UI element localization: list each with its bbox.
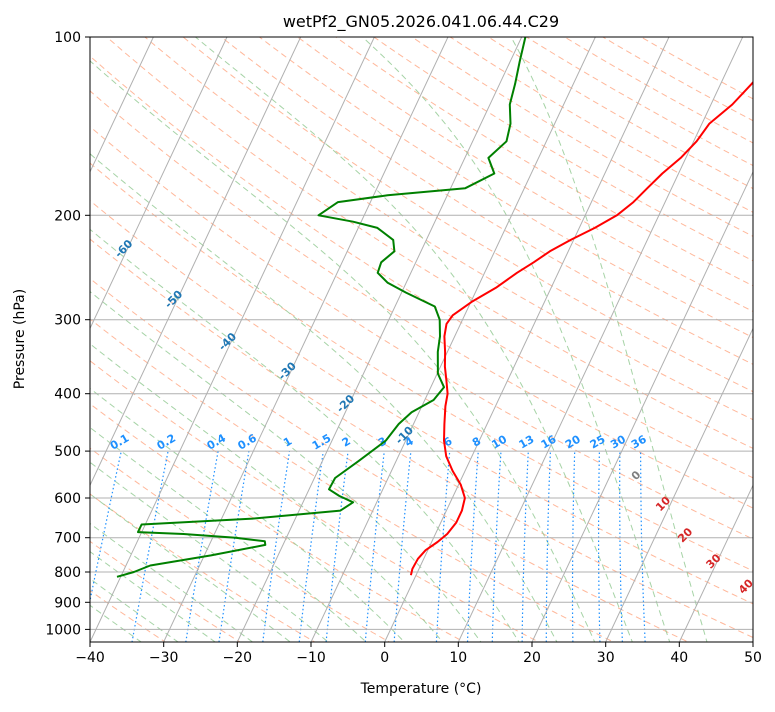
x-tick-label: 0: [380, 650, 389, 666]
mixing-ratio-label: 25: [588, 433, 608, 452]
moist-adiabat-line: [0, 24, 305, 654]
moist-adiabat-label: -40: [216, 330, 239, 353]
x-tick-label: 30: [597, 650, 615, 666]
mixing-ratio-line: [641, 451, 646, 654]
isotherm-line: [158, 24, 454, 654]
y-tick-label: 900: [54, 595, 81, 611]
isotherm-line: [11, 24, 307, 654]
y-tick-label: 200: [54, 208, 81, 224]
mixing-ratio-line: [620, 451, 623, 654]
y-tick-label: 800: [54, 565, 81, 581]
plot-area: 0.10.20.40.611.52346810131620253036-100-…: [0, 24, 775, 654]
isotherm-line: [0, 24, 12, 654]
dry-adiabats: [0, 24, 775, 654]
dry-adiabat-line: [618, 24, 775, 654]
mixing-ratio-line: [393, 451, 411, 654]
mixing-ratio-label: 13: [517, 433, 537, 452]
moist-adiabat-line: [180, 24, 637, 654]
dry-adiabat-line: [167, 24, 775, 654]
chart-title: wetPf2_GN05.2026.041.06.44.C29: [283, 12, 559, 32]
moist-adiabat-line: [0, 24, 563, 654]
mixing-ratio-line: [467, 451, 478, 654]
y-tick-label: 700: [54, 531, 81, 547]
x-tick-label: −40: [75, 650, 105, 666]
moist-adiabat-line: [503, 24, 710, 654]
isotherm-line: [0, 24, 233, 654]
dry-adiabat-label: 0: [629, 468, 644, 483]
sounding-profiles: [117, 37, 775, 577]
isotherm-line: [379, 24, 675, 654]
mixing-ratio-label: 1: [281, 435, 294, 450]
x-tick-label: 10: [449, 650, 467, 666]
dry-adiabat-line: [92, 24, 775, 654]
x-tick-label: 20: [523, 650, 541, 666]
dry-adiabat-label: 10: [653, 494, 673, 514]
mixing-ratio-line: [364, 451, 384, 654]
mixing-ratio-line: [436, 451, 450, 654]
dry-adiabat-line: [506, 24, 775, 654]
mixing-ratio-label: 10: [489, 432, 509, 451]
x-tick-label: −30: [149, 650, 179, 666]
moist-adiabat-line: [49, 24, 600, 654]
mixing-ratio-label: 0.2: [155, 432, 178, 453]
y-tick-label: 100: [54, 30, 81, 46]
dry-adiabat-line: [242, 24, 775, 654]
mixing-ratio-label: 30: [608, 432, 628, 451]
moist-adiabat-line: [0, 24, 195, 654]
dry-adiabat-line: [0, 24, 335, 654]
isotherm-line: [747, 24, 775, 654]
isotherm-line: [305, 24, 601, 654]
y-tick-label: 300: [54, 313, 81, 329]
moist-adiabat-label: -80: [5, 151, 28, 174]
mixing-ratio-label: 0.4: [205, 431, 229, 452]
dry-adiabat-line: [581, 24, 775, 654]
isotherm-line: [232, 24, 528, 654]
y-axis-title: Pressure (hPa): [12, 289, 28, 389]
y-tick-label: 500: [54, 444, 81, 460]
moist-adiabats: [0, 24, 711, 654]
line-labels: 0.10.20.40.611.52346810131620253036-100-…: [0, 67, 756, 597]
isotherm-line: [600, 24, 775, 654]
x-tick-label: 50: [744, 650, 762, 666]
x-axis-title: Temperature (°C): [360, 681, 482, 697]
moist-adiabat-line: [0, 24, 489, 654]
mixing-ratio-label: 0.6: [235, 431, 259, 452]
x-tick-label: −10: [296, 650, 326, 666]
mixing-ratio-label: 1.5: [310, 432, 333, 453]
y-tick-label: 400: [54, 387, 81, 403]
moist-adiabat-line: [0, 24, 342, 654]
moist-adiabat-label: -60: [112, 237, 135, 260]
mixing-ratio-label: 0.1: [108, 432, 131, 453]
moist-adiabat-line: [0, 24, 416, 654]
isotherm-line: [526, 24, 775, 654]
dry-adiabat-line: [205, 24, 775, 654]
x-axis: −40 −30 −20 −10 0 10 20 30 40 50: [75, 642, 762, 666]
isotherm-line: [674, 24, 775, 654]
dry-adiabat-line: [430, 24, 775, 654]
moist-adiabat-label: -30: [276, 359, 299, 382]
mixing-ratio-line: [492, 451, 501, 654]
y-tick-label: 1000: [45, 622, 81, 638]
x-tick-label: −20: [223, 650, 253, 666]
y-axis: 100 200 300 400 500 600 700 800 900 1000: [45, 30, 90, 638]
plot-frame: [90, 37, 753, 642]
mixing-ratio-line: [599, 451, 601, 654]
y-tick-label: 600: [54, 491, 81, 507]
temperature-line: [411, 37, 775, 575]
dry-adiabat-line: [0, 24, 562, 654]
dry-adiabat-line: [543, 24, 775, 654]
mixing-ratio-line: [522, 451, 528, 654]
mixing-ratio-label: 2: [340, 435, 353, 450]
mixing-ratio-label: 20: [563, 432, 583, 451]
mixing-ratio-lines: [80, 451, 646, 654]
mixing-ratio-line: [325, 451, 348, 654]
moist-adiabat-label: -50: [162, 288, 185, 311]
moist-adiabat-label: -20: [334, 392, 357, 415]
isotherm-line: [453, 24, 749, 654]
dry-adiabat-line: [0, 24, 713, 654]
moist-adiabat-line: [0, 24, 526, 654]
x-tick-label: 40: [670, 650, 688, 666]
